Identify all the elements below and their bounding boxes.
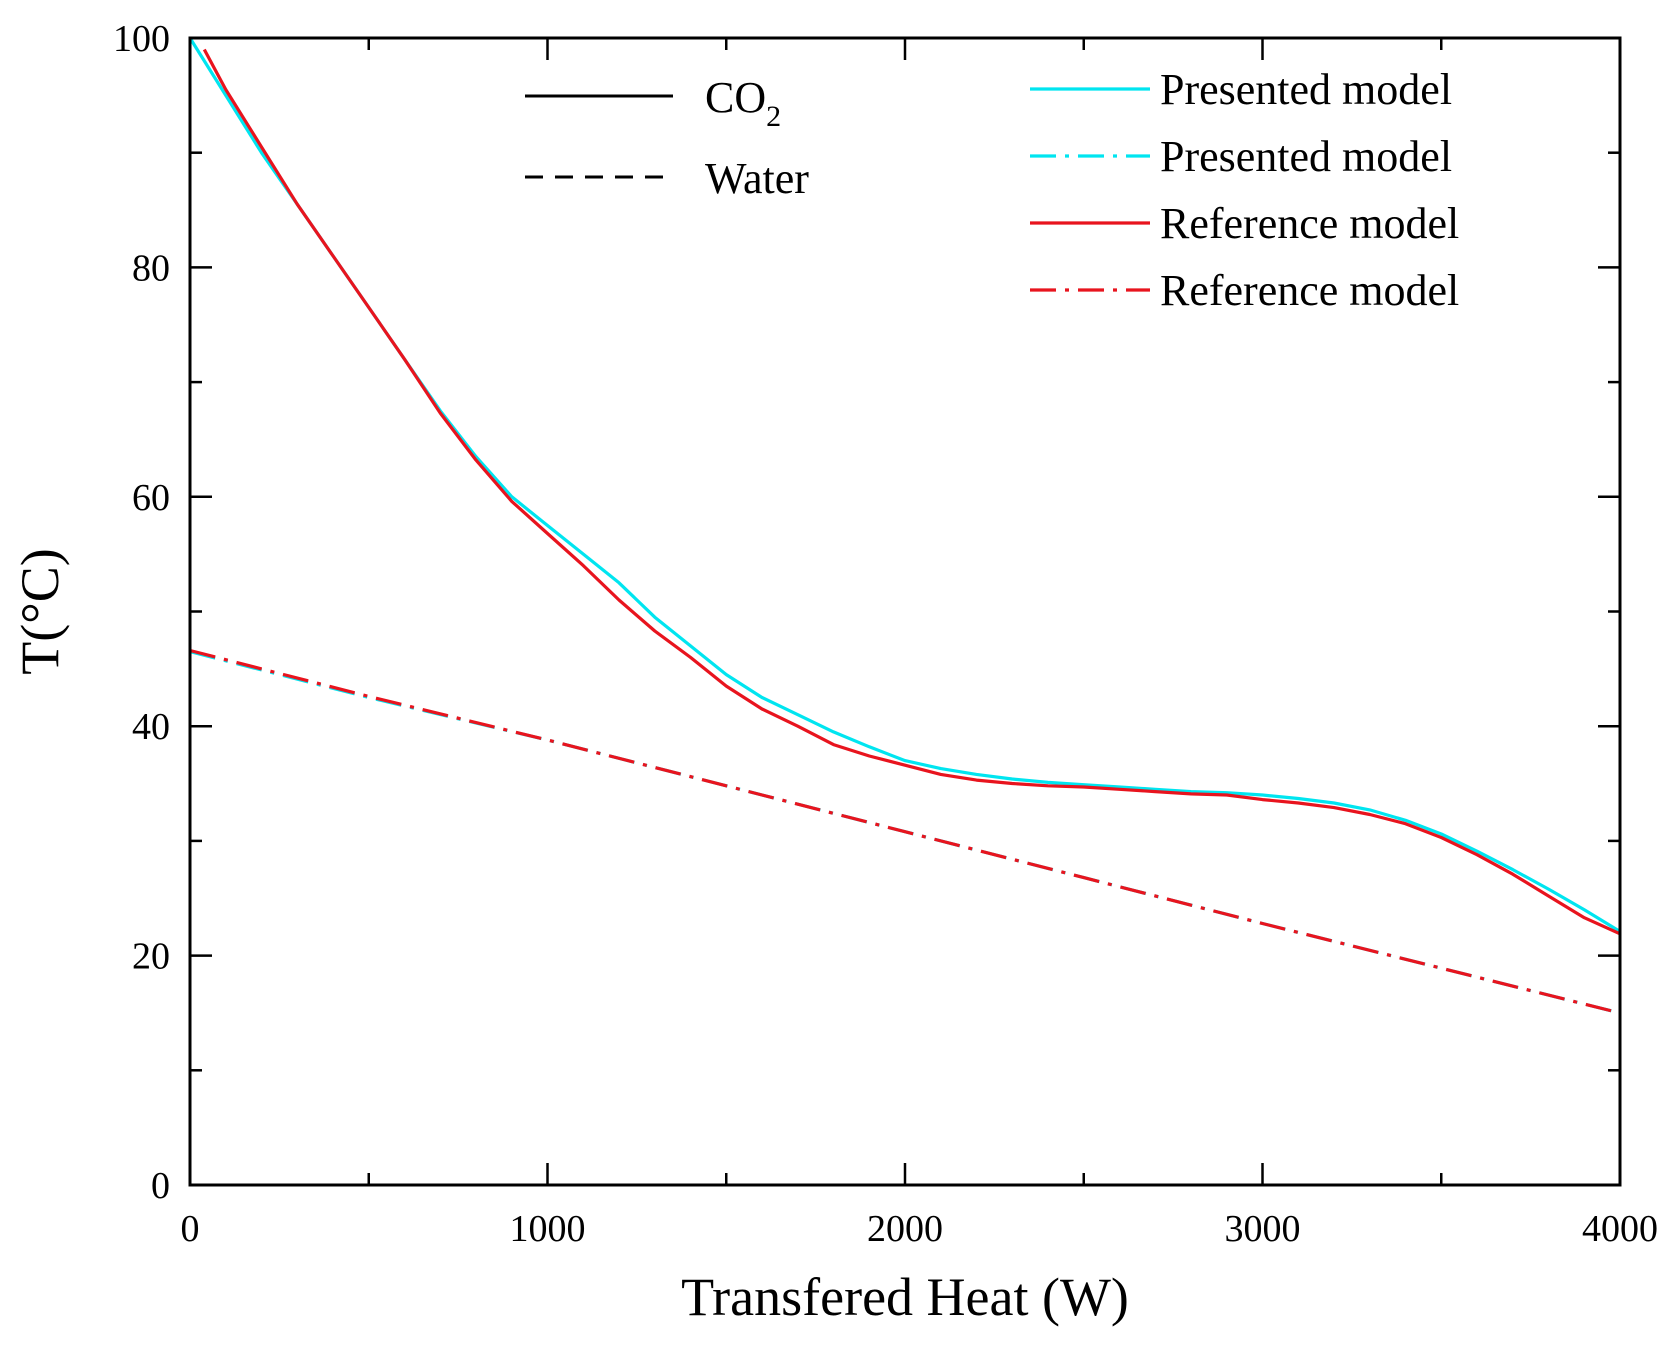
x-tick-label: 1000 [510,1208,586,1250]
legend-series-2-label: Reference model [1160,199,1459,248]
legend-co2-main: CO [705,73,766,122]
legend-water-label: Water [705,154,809,203]
legend-series-1-label: Presented model [1160,132,1452,181]
y-tick-label: 100 [113,18,170,60]
series-layer [188,37,1621,1015]
x-tick-label: 4000 [1582,1208,1658,1250]
legend-series-0-label: Presented model [1160,65,1452,114]
y-tick-label: 0 [151,1165,170,1207]
y-tick-label: 40 [132,706,170,748]
x-tick-label: 3000 [1225,1208,1301,1250]
x-tick-label: 2000 [867,1208,943,1250]
x-axis-title: Transfered Heat (W) [681,1267,1129,1327]
legend-series-3-label: Reference model [1160,266,1459,315]
y-axis-title: T(°C) [10,548,70,675]
legend-co2-subscript: 2 [766,100,781,133]
ticks-layer [188,36,1622,1187]
legend-co2-label: CO2 [705,73,781,133]
y-tick-label: 60 [132,477,170,519]
labels-layer: 0 1000 2000 3000 4000 0 20 40 60 80 100 [113,18,1658,1250]
x-tick-label: 0 [181,1208,200,1250]
legend-fluids: CO2 Water [525,73,809,203]
legend-series: Presented model Presented model Referenc… [1030,65,1459,315]
y-tick-label: 20 [132,936,170,978]
series-line-2 [202,48,1621,936]
y-tick-label: 80 [132,247,170,289]
series-line-3 [189,648,1621,1015]
